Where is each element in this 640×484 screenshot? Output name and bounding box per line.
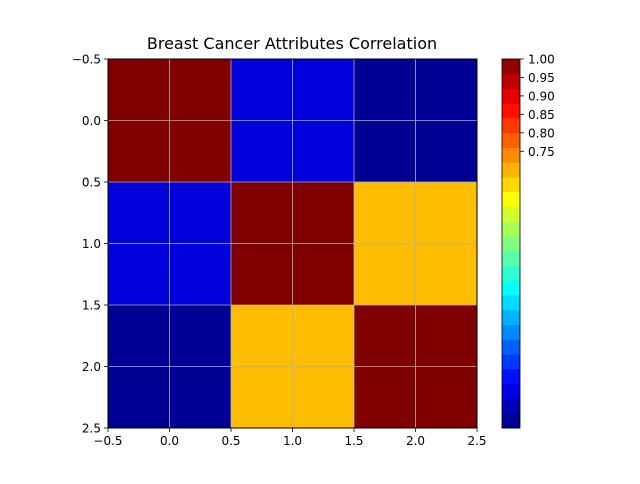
x-tick-label: 0.0 [160,434,179,448]
x-tick-label: 1.0 [283,434,302,448]
x-tick-label: 0.5 [221,434,240,448]
x-tick-label: −0.5 [93,434,122,448]
colorbar-segment [502,280,520,296]
colorbar-segment [502,398,520,414]
y-tick-label: 0.5 [82,176,101,190]
colorbar-segment [502,221,520,237]
colorbar: 0.75 0.80 0.85 0.90 0.95 1.00 [501,53,555,429]
colorbar-segment [502,162,520,178]
y-axis: −0.5 0.0 0.5 1.0 1.5 2.0 2.5 [72,53,108,436]
y-tick-label: 1.0 [82,237,101,251]
colorbar-segment [502,324,520,340]
colorbar-segment [502,132,520,148]
chart-title: Breast Cancer Attributes Correlation [147,34,437,53]
colorbar-segment [502,147,520,163]
colorbar-segment [502,177,520,193]
colorbar-segment [502,339,520,355]
x-tick-label: 2.5 [467,434,486,448]
colorbar-segment [502,354,520,370]
colorbar-tick-label: 0.80 [528,126,555,140]
colorbar-segment [502,88,520,104]
colorbar-segment [502,73,520,89]
colorbar-segment [502,118,520,134]
colorbar-segment [502,236,520,252]
x-axis: −0.5 0.0 0.5 1.0 1.5 2.0 2.5 [93,428,487,448]
y-tick-label: −0.5 [72,53,101,67]
colorbar-segment [502,309,520,326]
colorbar-segment [502,103,520,119]
colorbar-segment [502,191,520,207]
colorbar-tick-label: 0.90 [528,89,555,103]
y-tick-label: 2.0 [82,360,101,374]
y-tick-label: 1.5 [82,299,101,313]
colorbar-segment [502,265,520,281]
colorbar-segment [502,383,520,399]
colorbar-segment [502,295,520,311]
y-tick-label: 2.5 [82,422,101,436]
x-tick-label: 1.5 [344,434,363,448]
x-tick-label: 2.0 [406,434,425,448]
colorbar-tick-label: 0.85 [528,108,555,122]
colorbar-segment [502,59,520,75]
colorbar-segment [502,206,520,222]
y-tick-label: 0.0 [82,114,101,128]
colorbar-tick-label: 0.75 [528,145,555,159]
colorbar-segment [502,250,520,267]
colorbar-frame [501,58,521,429]
colorbar-segment [502,368,520,385]
colorbar-tick-label: 0.95 [528,71,555,85]
colorbar-tick-label: 1.00 [528,53,555,67]
colorbar-segment [502,413,520,429]
